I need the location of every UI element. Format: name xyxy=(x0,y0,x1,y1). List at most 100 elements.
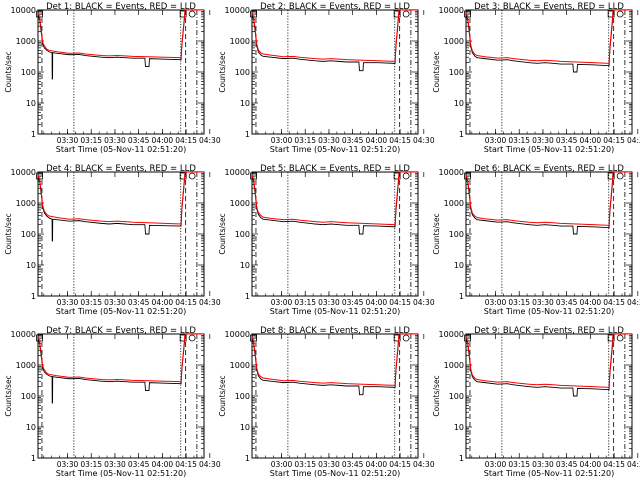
x-tick-label: 04:30 xyxy=(199,136,221,145)
x-tick-label: 04:15 xyxy=(603,136,625,145)
series-group xyxy=(38,172,204,242)
x-tick-label: 04:00 xyxy=(152,298,174,307)
y-tick-label: 1000 xyxy=(444,199,464,208)
panel-title: Det 7: BLACK = Events, RED = LLD xyxy=(46,326,196,336)
y-tick-label: 100 xyxy=(449,230,464,239)
panel-det-5: Det 5: BLACK = Events, RED = LLD 1 10 100 10… xyxy=(218,164,435,316)
corner-circle xyxy=(188,10,196,18)
x-tick-label: 03:30 xyxy=(57,136,79,145)
x-tick-label: 04:30 xyxy=(413,298,435,307)
events-line xyxy=(38,10,204,80)
x-tick-label: 03:15 xyxy=(508,460,530,469)
panel-det-6: Det 6: BLACK = Events, RED = LLD 1 10 100 10… xyxy=(432,164,640,316)
y-axis-label: Counts/sec xyxy=(4,375,13,416)
x-tick-label: 04:15 xyxy=(389,298,411,307)
plot-frame xyxy=(465,333,633,459)
y-tick-label: 10 xyxy=(454,261,464,270)
y-tick-label: 1 xyxy=(245,130,250,139)
panel-title: Det 5: BLACK = Events, RED = LLD xyxy=(260,164,410,174)
x-tick-label: 04:00 xyxy=(152,460,174,469)
x-tick-label: 03:15 xyxy=(80,136,102,145)
y-tick-label: 1000 xyxy=(230,361,250,370)
x-tick-label: 04:30 xyxy=(413,136,435,145)
lld-line xyxy=(466,172,632,226)
y-axis-label: Counts/sec xyxy=(432,213,441,254)
x-tick-label: 03:30 xyxy=(57,298,79,307)
x-axis-label: Start Time (05-Nov-11 02:51:20) xyxy=(484,469,614,478)
panel-title: Det 6: BLACK = Events, RED = LLD xyxy=(474,164,624,174)
corner-circle xyxy=(402,334,410,342)
y-tick-label: 1000 xyxy=(16,37,36,46)
y-axis-label: Counts/sec xyxy=(4,213,13,254)
y-tick-label: 1 xyxy=(245,454,250,463)
panel-title: Det 3: BLACK = Events, RED = LLD xyxy=(474,2,624,12)
x-tick-label: 03:30 xyxy=(532,136,554,145)
x-tick-label: 04:30 xyxy=(627,460,640,469)
corner-box-right xyxy=(179,172,187,180)
events-line xyxy=(466,172,632,235)
x-tick-label: 04:15 xyxy=(175,460,197,469)
lld-line xyxy=(466,334,632,388)
lld-line xyxy=(38,10,204,59)
x-tick-label: 03:00 xyxy=(485,298,507,307)
x-axis-label: Start Time (05-Nov-11 02:51:20) xyxy=(56,307,186,316)
y-axis-label: Counts/sec xyxy=(218,213,227,254)
corner-box-right xyxy=(393,10,401,18)
y-tick-label: 100 xyxy=(235,68,250,77)
y-tick-label: 100 xyxy=(21,392,36,401)
y-tick-label: 10000 xyxy=(225,6,250,15)
y-axis-label: Counts/sec xyxy=(432,51,441,92)
y-tick-label: 1000 xyxy=(444,37,464,46)
x-tick-label: 04:00 xyxy=(580,298,602,307)
plot-frame xyxy=(465,171,633,297)
y-tick-label: 10 xyxy=(240,261,250,270)
y-tick-label: 1000 xyxy=(16,361,36,370)
y-tick-label: 10 xyxy=(26,99,36,108)
corner-circle xyxy=(616,334,624,342)
x-tick-label: 03:45 xyxy=(342,298,364,307)
panel-title: Det 8: BLACK = Events, RED = LLD xyxy=(260,326,410,336)
x-tick-label: 03:00 xyxy=(485,460,507,469)
x-tick-label: 04:30 xyxy=(413,460,435,469)
x-axis-label: Start Time (05-Nov-11 02:51:20) xyxy=(56,469,186,478)
x-tick-label: 03:00 xyxy=(485,136,507,145)
y-axis-label: Counts/sec xyxy=(218,51,227,92)
y-tick-label: 1 xyxy=(459,130,464,139)
y-tick-label: 10 xyxy=(240,99,250,108)
corner-circle xyxy=(188,334,196,342)
x-tick-label: 03:45 xyxy=(556,460,578,469)
y-tick-label: 10000 xyxy=(225,168,250,177)
x-tick-label: 04:00 xyxy=(580,136,602,145)
series-group xyxy=(38,334,204,404)
plot-frame xyxy=(251,333,419,459)
x-tick-label: 04:30 xyxy=(627,136,640,145)
x-tick-label: 03:30 xyxy=(532,298,554,307)
corner-box-right xyxy=(393,334,401,342)
x-axis-label: Start Time (05-Nov-11 02:51:20) xyxy=(484,307,614,316)
x-tick-label: 03:15 xyxy=(80,298,102,307)
y-axis-label: Counts/sec xyxy=(432,375,441,416)
x-tick-label: 04:15 xyxy=(175,298,197,307)
x-tick-label: 03:00 xyxy=(271,136,293,145)
x-tick-label: 03:45 xyxy=(342,460,364,469)
y-tick-label: 1000 xyxy=(230,199,250,208)
corner-box-right xyxy=(179,334,187,342)
x-tick-label: 04:30 xyxy=(199,460,221,469)
plot-frame xyxy=(37,9,205,135)
x-tick-label: 03:45 xyxy=(342,136,364,145)
corner-box-right xyxy=(179,10,187,18)
x-tick-label: 03:15 xyxy=(508,298,530,307)
y-tick-label: 10000 xyxy=(439,6,464,15)
x-tick-label: 03:45 xyxy=(556,136,578,145)
y-tick-label: 100 xyxy=(21,230,36,239)
x-axis-label: Start Time (05-Nov-11 02:51:20) xyxy=(270,145,400,154)
events-line xyxy=(38,334,204,404)
x-tick-label: 03:45 xyxy=(128,460,150,469)
corner-circle xyxy=(402,10,410,18)
x-tick-label: 03:45 xyxy=(128,136,150,145)
x-tick-label: 03:15 xyxy=(80,460,102,469)
y-tick-label: 10000 xyxy=(439,168,464,177)
y-tick-label: 10000 xyxy=(11,330,36,339)
corner-box-right xyxy=(607,172,615,180)
